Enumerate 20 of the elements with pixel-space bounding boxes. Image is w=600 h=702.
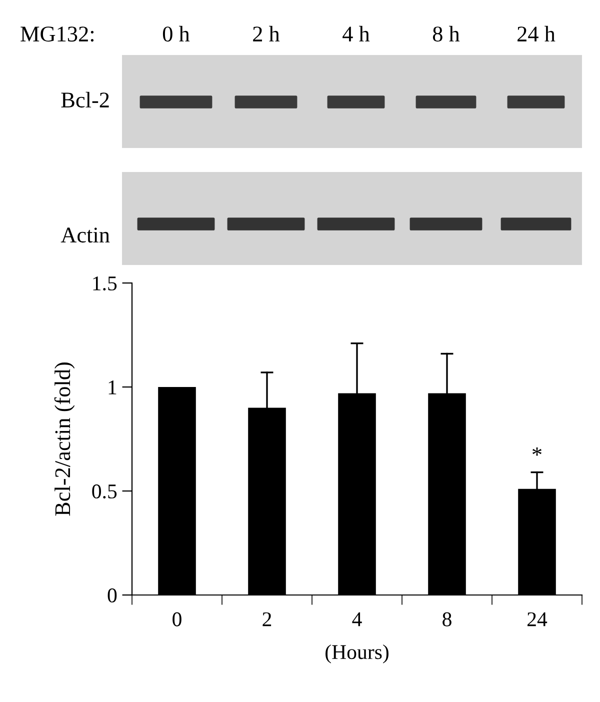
y-tick-label: 0.5 xyxy=(92,484,117,499)
text: 0 h xyxy=(162,26,190,42)
text: 2 h xyxy=(253,26,280,42)
text: 4 h xyxy=(342,26,370,42)
text: 24 h xyxy=(518,26,556,42)
text: Bcl-2 xyxy=(61,92,109,108)
y-tick-label: 0 xyxy=(108,588,117,602)
x-tick-label: 2 xyxy=(262,612,272,626)
annotation: * xyxy=(532,447,542,456)
text: Actin xyxy=(60,228,110,243)
x-tick-label: 24 xyxy=(528,612,548,626)
y-tick-label: 1 xyxy=(108,380,116,394)
x-tick-label: 8 xyxy=(442,612,452,626)
text: 8 h xyxy=(432,26,460,42)
y-axis-title: Bcl-2/actin (fold) xyxy=(54,362,75,516)
y-tick-label: 1.5 xyxy=(93,276,117,291)
x-tick-label: 4 xyxy=(352,612,362,626)
x-axis-title: (Hours) xyxy=(326,644,388,664)
text: MG132: xyxy=(20,26,94,42)
x-tick-label: 0 xyxy=(172,612,182,626)
